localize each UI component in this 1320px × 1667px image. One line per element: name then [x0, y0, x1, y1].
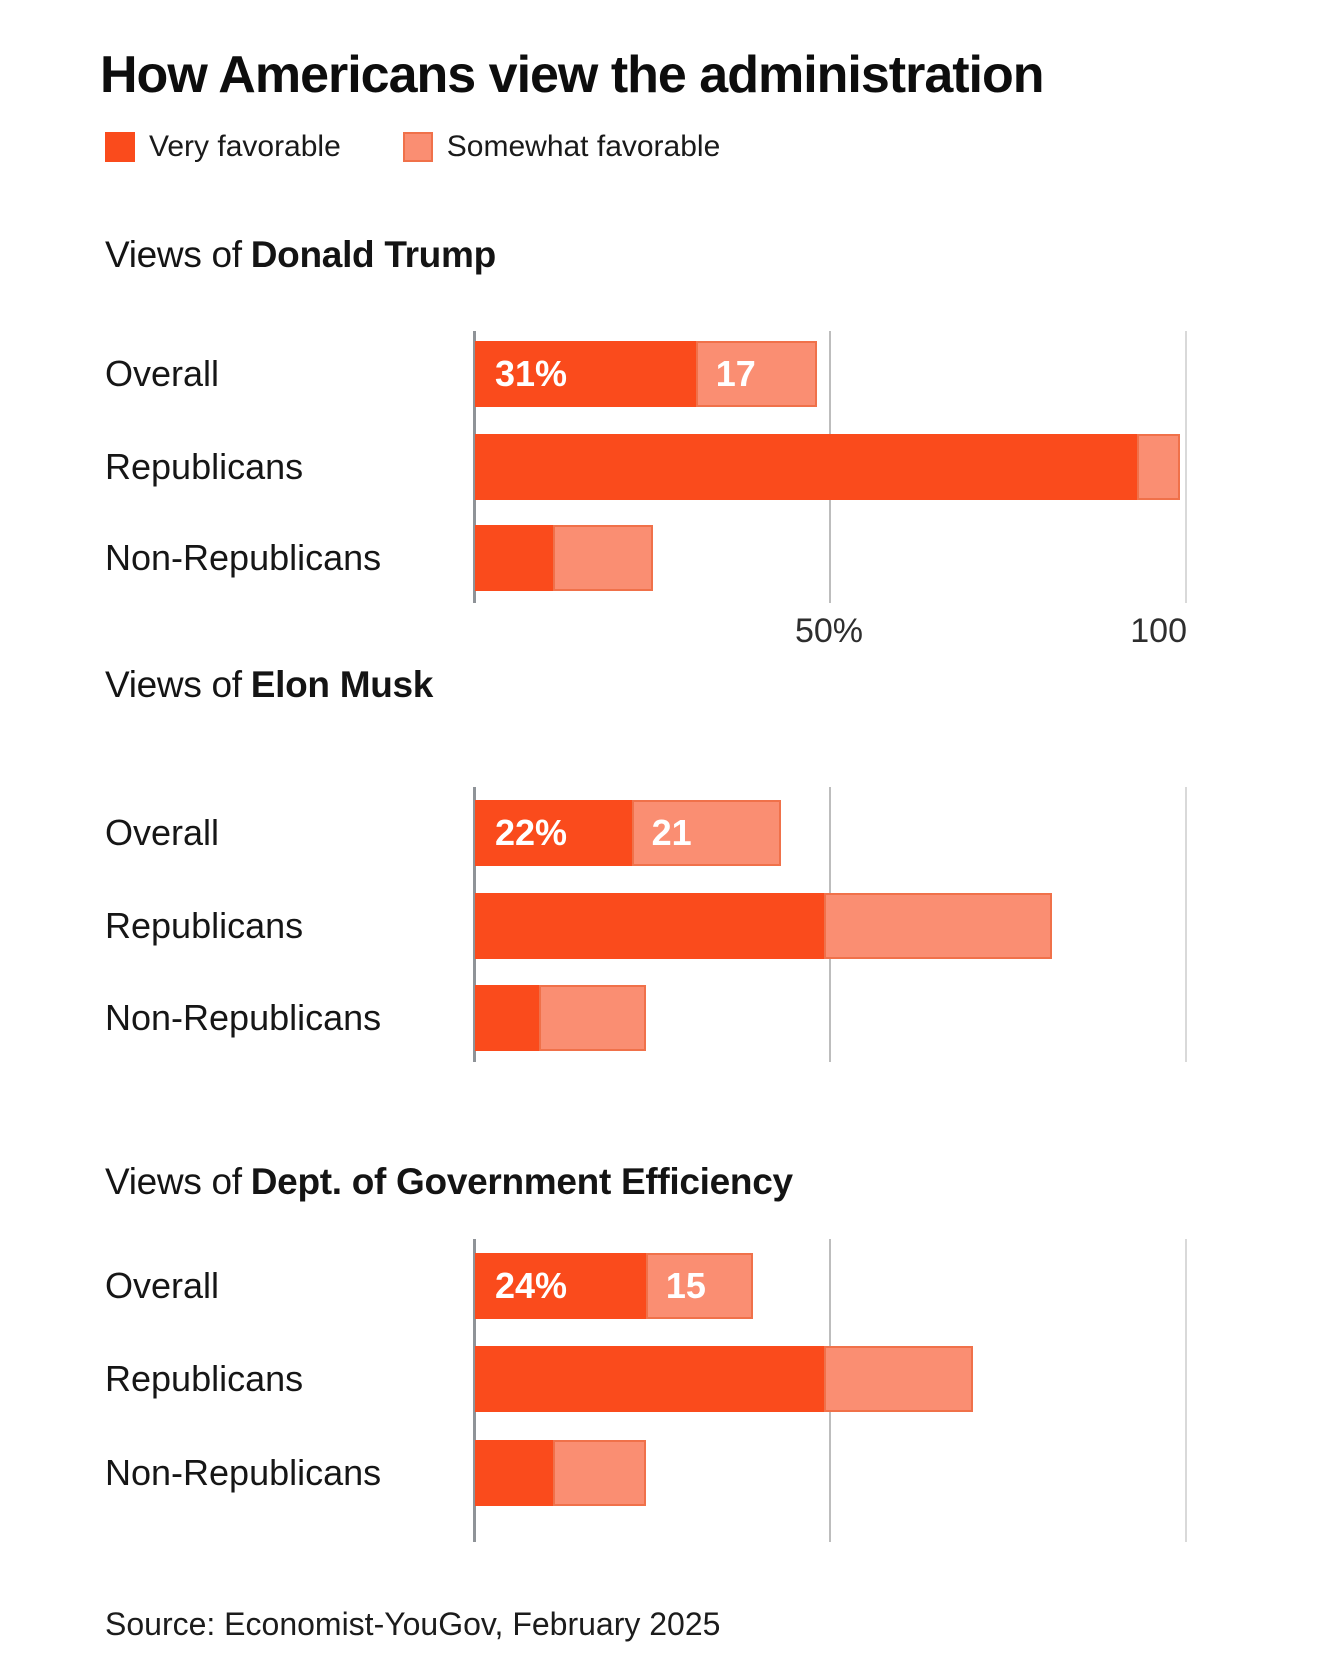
legend: Very favorable Somewhat favorable: [105, 130, 720, 164]
gridline-100: [1185, 331, 1187, 603]
bar-value-label-very: 31%: [495, 353, 568, 394]
row-label-overall: Overall: [105, 1265, 220, 1306]
axis-baseline: [473, 787, 476, 1062]
row-label-non-republicans: Non-Republicans: [105, 537, 382, 578]
somewhat-favorable-segment: [553, 1440, 646, 1506]
bar-republicans: [475, 1346, 974, 1412]
plot-area: 24% 15: [473, 1239, 1191, 1542]
very-favorable-segment: 24%: [475, 1253, 646, 1319]
section-title-prefix: Views of: [105, 1161, 242, 1202]
somewhat-favorable-swatch: [402, 132, 433, 162]
somewhat-favorable-segment: [823, 893, 1052, 959]
bar-republicans: [475, 434, 1180, 500]
chart-title: How Americans view the administration: [100, 46, 1045, 104]
bar-value-label-very: 24%: [495, 1265, 568, 1306]
somewhat-favorable-segment: [553, 525, 653, 591]
bar-value-label-somewhat: 15: [665, 1265, 706, 1306]
section-title-subject: Dept. of Government Efficiency: [250, 1161, 793, 1202]
very-favorable-segment: [475, 434, 1138, 500]
very-favorable-segment: 31%: [475, 341, 696, 407]
somewhat-favorable-segment: 17: [695, 341, 817, 407]
section-title-prefix: Views of: [105, 234, 242, 275]
source-note: Source: Economist-YouGov, February 2025: [105, 1606, 721, 1642]
axis-baseline: [473, 331, 476, 603]
section-title: Views of Dept. of Government Efficiency: [105, 1160, 793, 1204]
bar-non-republicans: [475, 1440, 646, 1506]
legend-item-somewhat-favorable: Somewhat favorable: [402, 130, 721, 164]
bar-non-republicans: [475, 525, 653, 591]
somewhat-favorable-segment: 15: [645, 1253, 753, 1319]
somewhat-favorable-segment: [823, 1346, 974, 1412]
very-favorable-segment: [475, 1346, 824, 1412]
bar-overall: 24% 15: [475, 1253, 753, 1319]
bar-overall: 22% 21: [475, 800, 782, 866]
very-favorable-segment: [475, 893, 824, 959]
very-favorable-segment: [475, 985, 540, 1051]
plot-area: 22% 21: [473, 787, 1191, 1062]
section-title: Views of Elon Musk: [105, 663, 433, 707]
section-title-subject: Elon Musk: [250, 664, 434, 705]
plot-area: 31% 17: [473, 331, 1191, 603]
row-label-republicans: Republicans: [105, 446, 304, 487]
bar-value-label-very: 22%: [495, 812, 568, 853]
legend-label: Somewhat favorable: [446, 130, 721, 163]
section-title-subject: Donald Trump: [250, 234, 496, 275]
gridline-100: [1185, 1239, 1187, 1542]
very-favorable-segment: [475, 525, 554, 591]
x-tick-label-50: 50%: [794, 612, 864, 650]
very-favorable-swatch: [105, 132, 135, 162]
row-label-republicans: Republicans: [105, 905, 304, 946]
very-favorable-segment: [475, 1440, 554, 1506]
very-favorable-segment: 22%: [475, 800, 632, 866]
somewhat-favorable-segment: [1137, 434, 1180, 500]
bar-value-label-somewhat: 21: [651, 812, 692, 853]
somewhat-favorable-segment: 21: [631, 800, 782, 866]
section-title-prefix: Views of: [105, 664, 242, 705]
legend-label: Very favorable: [149, 130, 341, 163]
row-label-republicans: Republicans: [105, 1358, 304, 1399]
section-title: Views of Donald Trump: [105, 233, 496, 277]
bar-value-label-somewhat: 17: [715, 353, 756, 394]
row-label-non-republicans: Non-Republicans: [105, 1452, 382, 1493]
axis-baseline: [473, 1239, 476, 1542]
bar-non-republicans: [475, 985, 646, 1051]
bar-overall: 31% 17: [475, 341, 817, 407]
somewhat-favorable-segment: [539, 985, 646, 1051]
gridline-100: [1185, 787, 1187, 1062]
x-tick-label-100: 100: [1130, 612, 1187, 650]
bar-republicans: [475, 893, 1052, 959]
row-label-non-republicans: Non-Republicans: [105, 997, 382, 1038]
row-label-overall: Overall: [105, 353, 220, 394]
row-label-overall: Overall: [105, 812, 220, 853]
legend-item-very-favorable: Very favorable: [105, 130, 341, 164]
